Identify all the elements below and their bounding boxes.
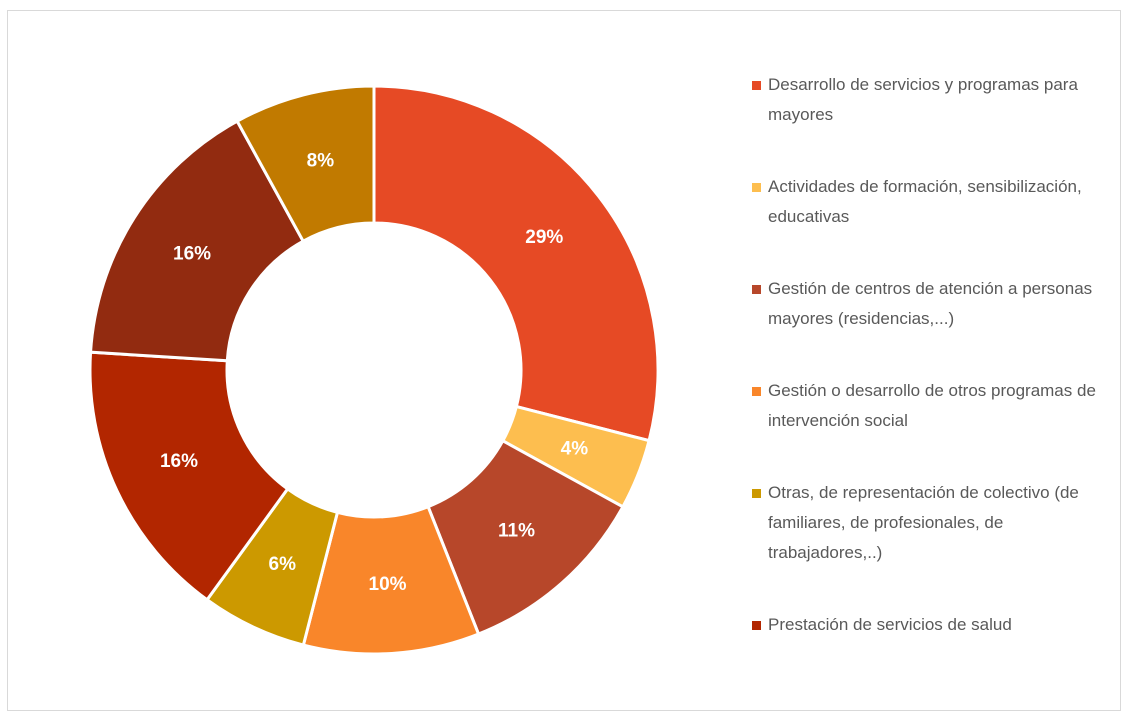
legend-label: Actividades de formación, sensibilizació… — [768, 177, 1082, 226]
legend-label: Gestión o desarrollo de otros programas … — [768, 381, 1096, 430]
data-label: 16% — [173, 244, 211, 265]
data-label: 10% — [369, 574, 407, 595]
data-label: 16% — [160, 451, 198, 472]
data-label: 29% — [525, 227, 563, 248]
slice — [88, 350, 290, 602]
data-label: 6% — [269, 554, 297, 575]
legend-label: Gestión de centros de atención a persona… — [768, 279, 1093, 328]
slice — [372, 84, 660, 443]
legend-swatch — [752, 489, 761, 498]
data-label: 4% — [561, 438, 589, 459]
legend-swatch — [752, 621, 761, 630]
chart: 29% 4% 11% 10% 6% 16% 16% 8% — [88, 84, 660, 656]
legend-entry: Gestión de centros de atención a persona… — [752, 274, 1102, 334]
legend-swatch — [752, 285, 761, 294]
legend-entry: Prestación de servicios de salud — [752, 610, 1102, 640]
legend-entry: Otras, de representación de colectivo (d… — [752, 478, 1102, 568]
slice — [88, 119, 306, 363]
legend-label: Desarrollo de servicios y programas para… — [768, 75, 1078, 124]
legend-swatch — [752, 387, 761, 396]
slice — [235, 84, 376, 244]
legend-label: Otras, de representación de colectivo (d… — [768, 483, 1079, 562]
legend-entry: Desarrollo de servicios y programas para… — [752, 70, 1102, 130]
legend-label: Prestación de servicios de salud — [768, 615, 1012, 634]
chart-frame — [7, 10, 1121, 711]
legend: Desarrollo de servicios y programas para… — [752, 70, 1102, 640]
data-label: 11% — [498, 521, 535, 542]
legend-swatch — [752, 81, 761, 90]
legend-entry: Gestión o desarrollo de otros programas … — [752, 376, 1102, 436]
legend-swatch — [752, 183, 761, 192]
data-label: 8% — [307, 150, 335, 171]
legend-entry: Actividades de formación, sensibilizació… — [752, 172, 1102, 232]
